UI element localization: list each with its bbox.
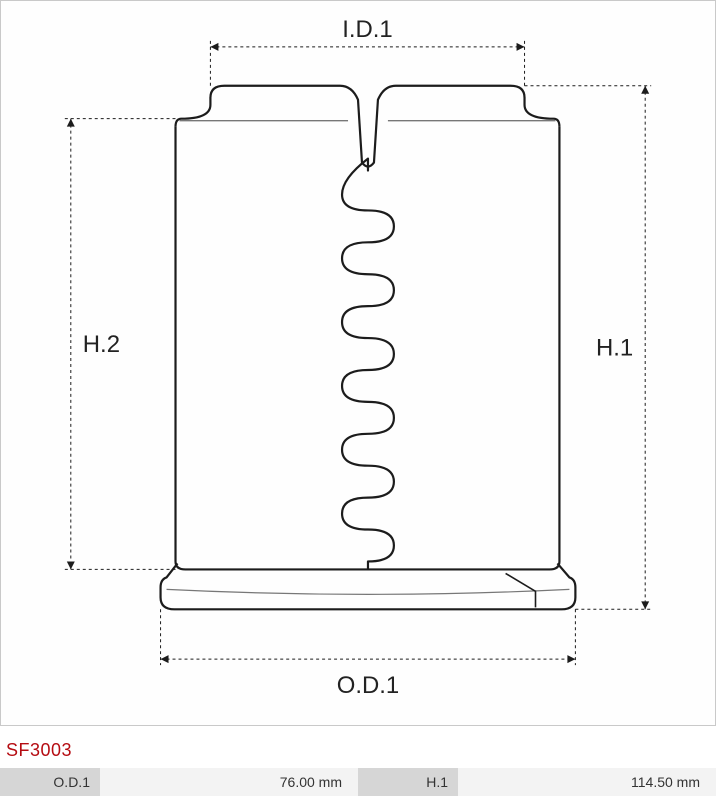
dimensions-table: O.D.1 76.00 mm H.1 114.50 mm (0, 768, 716, 796)
label-id1: I.D.1 (342, 16, 393, 43)
dim-label-od1: O.D.1 (0, 768, 100, 796)
diagram-frame: I.D.1 O.D.1 H.1 H.2 (0, 0, 716, 726)
dim-value-od1: 76.00 mm (100, 768, 358, 796)
part-code: SF3003 (6, 740, 72, 761)
dim-label-h1: H.1 (358, 768, 458, 796)
label-h1: H.1 (596, 335, 633, 362)
dim-value-h1: 114.50 mm (458, 768, 716, 796)
label-h2: H.2 (83, 331, 120, 358)
technical-drawing: I.D.1 O.D.1 H.1 H.2 (1, 1, 715, 725)
label-od1: O.D.1 (337, 672, 399, 699)
